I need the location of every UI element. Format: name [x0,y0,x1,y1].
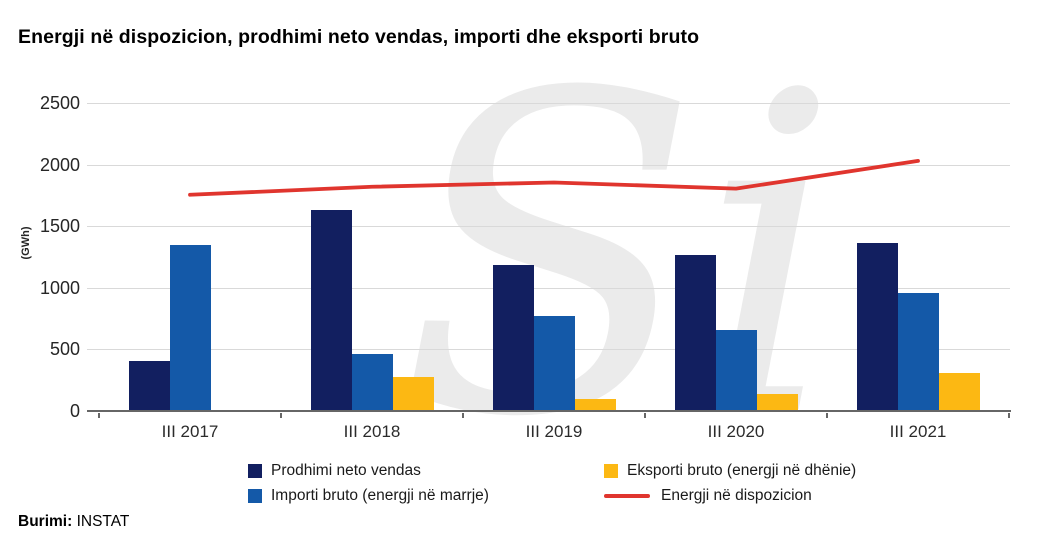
legend-label-eksporti-bruto-energji-n-dh-nie: Eksporti bruto (energji në dhënie) [627,461,857,479]
legend-item-eksporti-bruto-energji-n-dh-nie: Eksporti bruto (energji në dhënie) [604,458,856,483]
bar-eksporti-bruto-energji-n-dh-nie-iii-2018 [392,376,434,411]
x-label-iii-2018: III 2018 [343,422,401,441]
source-label: Burimi: [18,513,73,530]
x-axis-line [87,410,1011,412]
gridline-1000 [87,287,1010,289]
x-label-iii-2019: III 2019 [525,422,583,441]
gridline-2000 [87,164,1010,166]
bar-prodhimi-neto-vendas-iii-2019 [492,265,534,411]
x-tick-3 [644,413,646,418]
line-energji-n-dispozicion [188,159,920,197]
line-path-energji-n-dispozicion [188,159,920,197]
x-tick-1 [280,413,282,418]
x-label-iii-2021: III 2021 [889,422,947,441]
y-tick-label-1000: 1000 [39,277,80,298]
x-label-iii-2017: III 2017 [161,422,219,441]
bar-eksporti-bruto-energji-n-dh-nie-iii-2021 [938,372,980,411]
chart-title: Energji në dispozicion, prodhimi neto ve… [18,26,700,48]
source-value: INSTAT [76,513,130,530]
gridline-1500 [87,226,1010,228]
legend-label-energji-n-dispozicion: Energji në dispozicion [661,486,812,504]
legend-col-1: Prodhimi neto vendas Importi bruto (energ… [248,458,489,508]
x-label-iii-2020: III 2020 [707,422,765,441]
bar-importi-bruto-energji-n-marrje-iii-2019 [533,316,575,411]
legend-label-importi-bruto-energji-n-marrje: Importi bruto (energji në marrje) [271,486,489,504]
legend-square-swatch-eksporti-bruto-energji-n-dh-nie [604,463,618,478]
bar-prodhimi-neto-vendas-iii-2018 [310,210,352,411]
legend-label-prodhimi-neto-vendas: Prodhimi neto vendas [271,461,421,479]
y-tick-label-2000: 2000 [39,154,80,175]
bar-prodhimi-neto-vendas-iii-2021 [856,243,898,411]
x-tick-0 [98,413,100,418]
x-tick-5 [1008,413,1010,418]
y-tick-label-1500: 1500 [39,216,80,237]
y-tick-label-500: 500 [49,339,80,360]
legend-item-energji-n-dispozicion: Energji në dispozicion [604,483,856,508]
legend-item-importi-bruto-energji-n-marrje: Importi bruto (energji në marrje) [248,483,489,508]
x-axis: III 2017 III 2018 III 2019 III 2020 III 2021 [89,410,1010,450]
bar-prodhimi-neto-vendas-iii-2017 [128,361,170,411]
legend-item-prodhimi-neto-vendas: Prodhimi neto vendas [248,458,489,483]
bar-importi-bruto-energji-n-marrje-iii-2020 [715,330,757,411]
gridline-2500 [87,103,1010,104]
bar-prodhimi-neto-vendas-iii-2020 [674,255,716,411]
legend-col-2: Eksporti bruto (energji në dhënie) Energj… [604,458,856,508]
source-note: Burimi: INSTAT [18,513,129,531]
legend-line-swatch-energji-n-dispozicion [604,493,650,498]
y-tick-label-2500: 2500 [39,93,80,113]
bar-importi-bruto-energji-n-marrje-iii-2018 [351,354,393,411]
plot-area [87,103,1010,411]
x-tick-4 [826,413,828,418]
bar-eksporti-bruto-energji-n-dh-nie-iii-2020 [756,393,798,411]
legend-square-swatch-importi-bruto-energji-n-marrje [248,488,262,503]
bar-importi-bruto-energji-n-marrje-iii-2017 [169,245,211,411]
y-axis: 0 500 1000 1500 2000 2500 [0,94,80,420]
x-tick-2 [462,413,464,418]
bar-importi-bruto-energji-n-marrje-iii-2021 [897,292,939,411]
legend-square-swatch-prodhimi-neto-vendas [248,463,262,478]
bar-eksporti-bruto-energji-n-dh-nie-iii-2019 [574,398,616,411]
y-tick-label-0: 0 [69,401,80,421]
